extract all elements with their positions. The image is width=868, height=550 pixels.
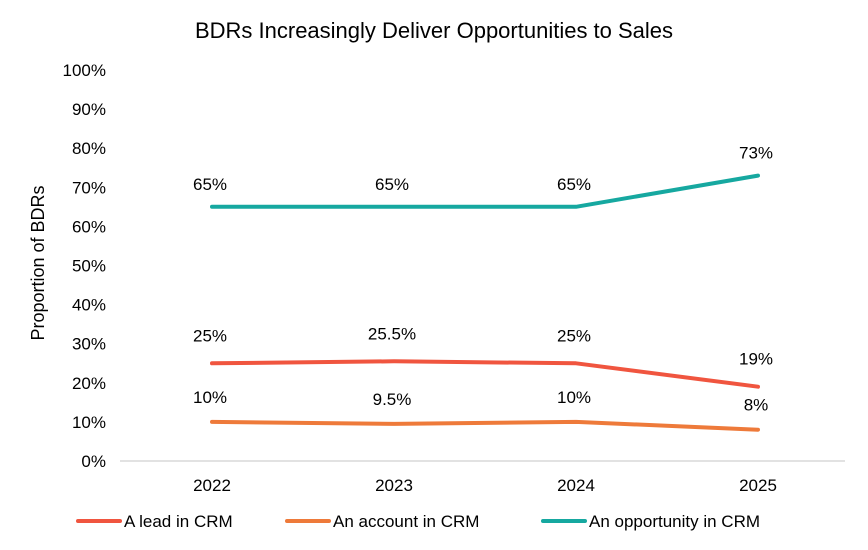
y-tick-label: 20% <box>72 374 106 393</box>
y-axis-ticks: 0% 10% 20% 30% 40% 50% 60% 70% 80% 90% 100% <box>63 61 106 471</box>
legend-label: A lead in CRM <box>124 512 233 531</box>
y-tick-label: 30% <box>72 335 106 354</box>
data-label: 25% <box>557 326 591 345</box>
data-label: 25.5% <box>368 324 416 343</box>
y-tick-label: 80% <box>72 139 106 158</box>
series-line-0 <box>210 359 760 389</box>
y-tick-label: 70% <box>72 178 106 197</box>
data-label: 9.5% <box>373 390 412 409</box>
series-line-1 <box>210 419 760 432</box>
data-label: 25% <box>193 326 227 345</box>
data-label: 19% <box>739 350 773 369</box>
data-label: 8% <box>744 396 769 415</box>
y-tick-label: 40% <box>72 296 106 315</box>
data-label: 65% <box>557 175 591 194</box>
y-tick-label: 0% <box>81 452 106 471</box>
data-label: 73% <box>739 144 773 163</box>
chart-title: BDRs Increasingly Deliver Opportunities … <box>195 18 673 43</box>
y-tick-label: 100% <box>63 61 106 80</box>
x-tick-label: 2024 <box>557 476 595 495</box>
y-tick-label: 50% <box>72 257 106 276</box>
legend-label: An account in CRM <box>333 512 479 531</box>
y-tick-label: 90% <box>72 100 106 119</box>
x-tick-label: 2022 <box>193 476 231 495</box>
data-labels: 25% 25.5% 25% 19% 10% 9.5% 10% 8% 65% 65% 65% 73% <box>193 144 773 415</box>
data-label: 10% <box>193 388 227 407</box>
data-label: 65% <box>193 175 227 194</box>
x-tick-label: 2023 <box>375 476 413 495</box>
data-label: 65% <box>375 175 409 194</box>
legend: A lead in CRM An account in CRM An opportu… <box>76 512 760 531</box>
x-tick-label: 2025 <box>739 476 777 495</box>
legend-label: An opportunity in CRM <box>589 512 760 531</box>
y-tick-label: 60% <box>72 217 106 236</box>
x-axis-ticks: 2022 2023 2024 2025 <box>193 476 777 495</box>
y-tick-label: 10% <box>72 413 106 432</box>
series-line-2 <box>210 173 760 209</box>
y-axis-label: Proportion of BDRs <box>28 185 48 340</box>
series-lines <box>210 173 760 432</box>
data-label: 10% <box>557 388 591 407</box>
